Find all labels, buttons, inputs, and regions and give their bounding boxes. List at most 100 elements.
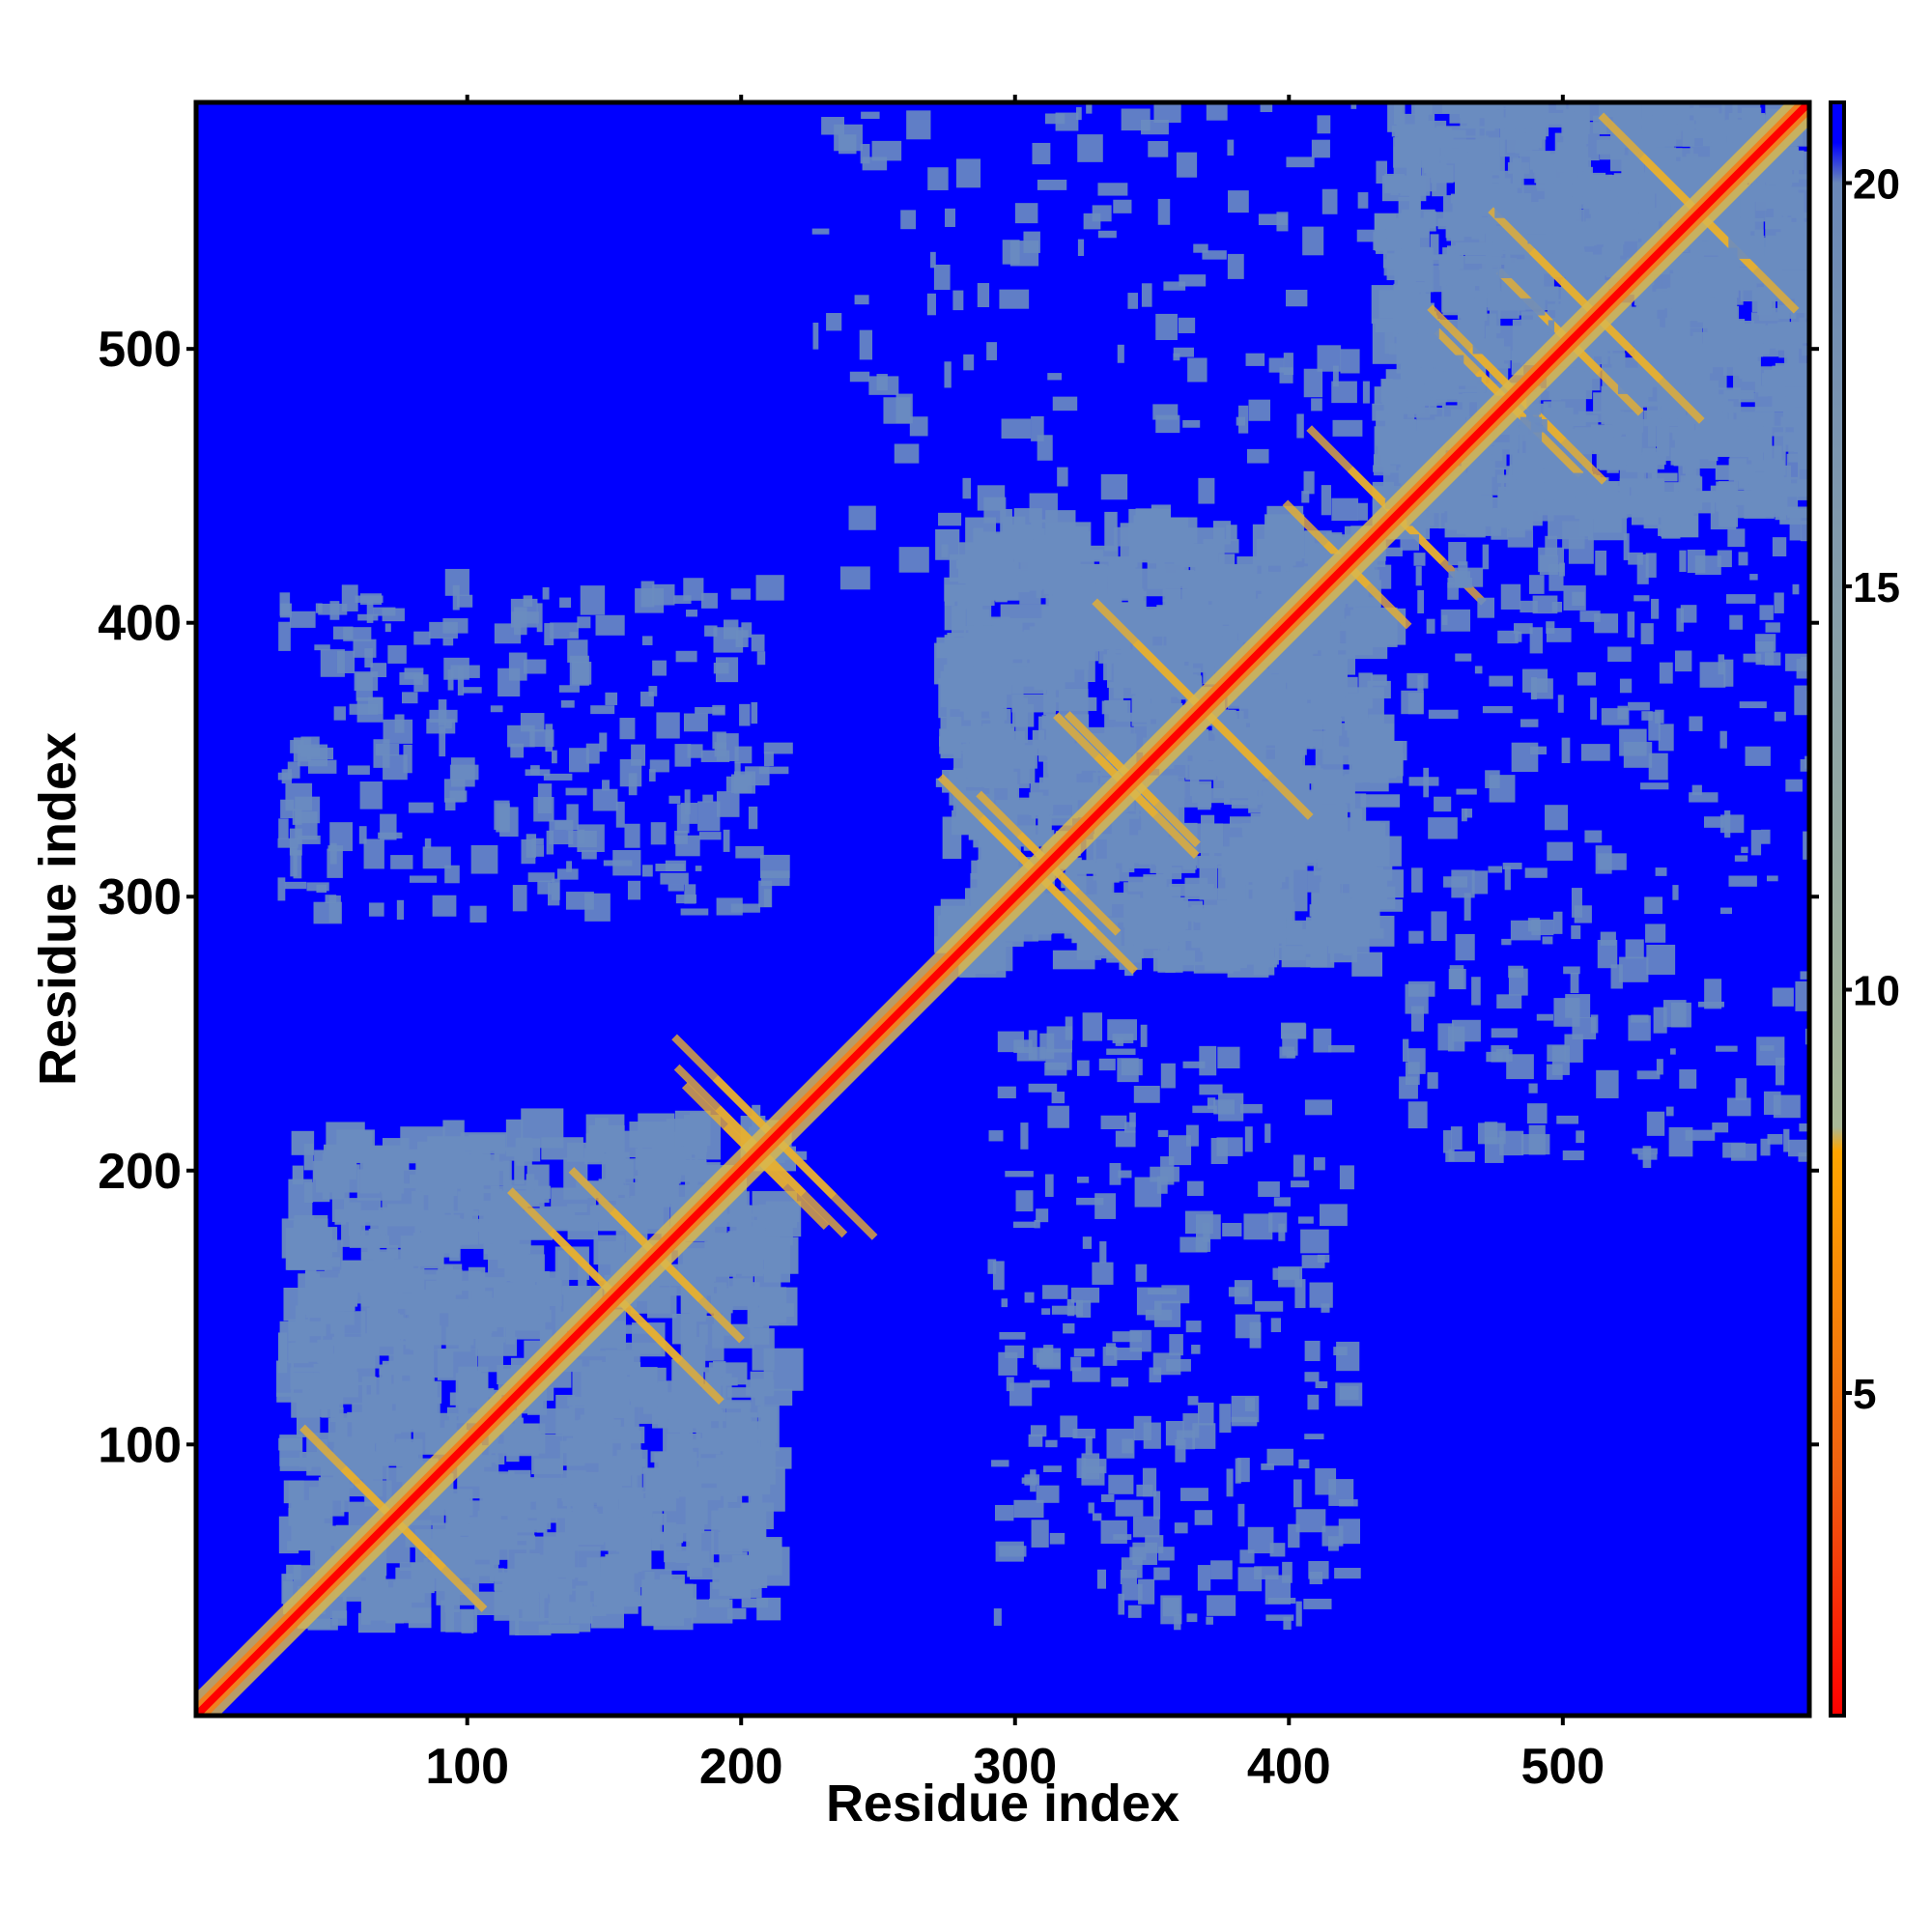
contact-cell <box>1756 1037 1785 1066</box>
contact-cell <box>1174 1522 1188 1534</box>
contact-cell <box>1180 929 1220 966</box>
contact-cell <box>1304 1372 1320 1382</box>
contact-cell <box>627 880 641 900</box>
contact-cell <box>1427 1072 1438 1090</box>
sheet-stripe <box>979 814 1138 975</box>
contact-cell <box>1045 1439 1058 1448</box>
contact-cell <box>1212 521 1232 545</box>
contact-cell <box>741 1598 769 1608</box>
contact-cell <box>329 601 340 620</box>
contact-cell <box>468 1306 485 1325</box>
contact-cell <box>504 1305 531 1326</box>
contact-cell <box>278 621 291 651</box>
contact-cell <box>987 1259 997 1274</box>
contact-cell <box>1677 414 1689 438</box>
contact-cell <box>1735 1078 1747 1101</box>
contact-cell <box>543 773 573 781</box>
contact-cell <box>603 860 633 867</box>
contact-cell <box>1052 396 1078 412</box>
contact-cell <box>1148 1288 1177 1295</box>
contact-cell <box>715 657 739 683</box>
contact-cell <box>1210 1138 1228 1165</box>
contact-cell <box>997 1086 1016 1099</box>
contact-cell <box>592 788 618 811</box>
contact-cell <box>1595 550 1607 576</box>
sheet-stripe <box>1537 309 1644 416</box>
x-tick-label: 200 <box>699 1739 783 1795</box>
contact-cell <box>1682 124 1727 147</box>
contact-cell <box>680 908 709 916</box>
contact-cell <box>1207 1097 1216 1110</box>
contact-cell <box>1227 696 1257 709</box>
contact-cell <box>1087 582 1108 594</box>
contact-cell <box>360 1588 371 1625</box>
contact-cell <box>1417 589 1425 613</box>
contact-cell <box>1041 1308 1051 1315</box>
contact-cell <box>353 639 377 658</box>
contact-cell <box>734 761 741 776</box>
contact-cell <box>1187 1396 1199 1406</box>
contact-cell <box>1047 753 1082 774</box>
contact-cell <box>1107 1019 1138 1040</box>
contact-cell <box>1002 240 1020 265</box>
contact-cell <box>906 110 931 140</box>
contact-cell <box>536 603 543 633</box>
contact-cell <box>325 895 337 904</box>
contact-cell <box>1628 701 1650 711</box>
contact-cell <box>1482 544 1490 570</box>
contact-cell <box>1568 184 1578 192</box>
contact-cell <box>1301 491 1310 503</box>
contact-cell <box>985 543 1014 566</box>
contact-cell <box>1132 696 1150 723</box>
contact-cell <box>1334 1568 1361 1579</box>
contact-cell <box>1377 564 1392 589</box>
contact-cell <box>1015 1190 1034 1212</box>
plot-frame <box>193 99 1812 1719</box>
contact-cell <box>1725 495 1752 503</box>
contact-cell <box>508 652 527 681</box>
colorbar: 5 10 15 20 <box>1829 100 1900 1718</box>
contact-cell <box>1726 1097 1751 1117</box>
contact-cell <box>1451 1019 1481 1042</box>
contact-cell <box>1577 672 1596 686</box>
contact-cell <box>723 829 730 852</box>
contact-cell <box>1648 711 1661 741</box>
contact-cell <box>628 773 638 796</box>
contact-cell <box>1105 1343 1117 1356</box>
contact-cell <box>1163 281 1186 291</box>
off-diagonal-block <box>1399 520 1809 1169</box>
contact-cell <box>1029 526 1037 535</box>
contact-cell <box>495 1443 505 1465</box>
contact-cell <box>1075 1299 1084 1317</box>
contact-cell <box>335 1292 355 1312</box>
contact-cell <box>1095 868 1120 883</box>
contact-cell <box>1504 122 1532 129</box>
contact-cell <box>1583 166 1593 209</box>
contact-cell <box>1383 259 1395 276</box>
contact-cell <box>668 795 681 804</box>
contact-cell <box>1489 288 1501 334</box>
contact-cell <box>1071 1367 1100 1382</box>
contact-cell <box>1570 973 1579 994</box>
contact-cell <box>1024 1292 1035 1303</box>
contact-cell <box>1321 485 1332 516</box>
contact-cell <box>305 1247 322 1265</box>
contact-cell <box>448 1413 492 1424</box>
contact-cell <box>504 1179 539 1190</box>
contact-cell <box>1307 1394 1320 1410</box>
contact-cell <box>716 791 740 817</box>
contact-cell <box>1647 102 1662 110</box>
contact-cell <box>290 1367 314 1390</box>
contact-cell <box>1447 582 1459 600</box>
contact-cell <box>1527 918 1540 932</box>
contact-cell <box>997 569 1022 576</box>
contact-cell <box>1155 313 1178 341</box>
contact-cell <box>393 1340 403 1382</box>
sheet-stripe <box>610 1208 745 1344</box>
contact-cell <box>1572 1017 1597 1039</box>
contact-cell <box>580 585 606 615</box>
contact-cell <box>650 822 667 845</box>
contact-cell <box>1206 102 1228 121</box>
contact-cell <box>1286 156 1315 168</box>
contact-cell <box>1380 547 1403 556</box>
